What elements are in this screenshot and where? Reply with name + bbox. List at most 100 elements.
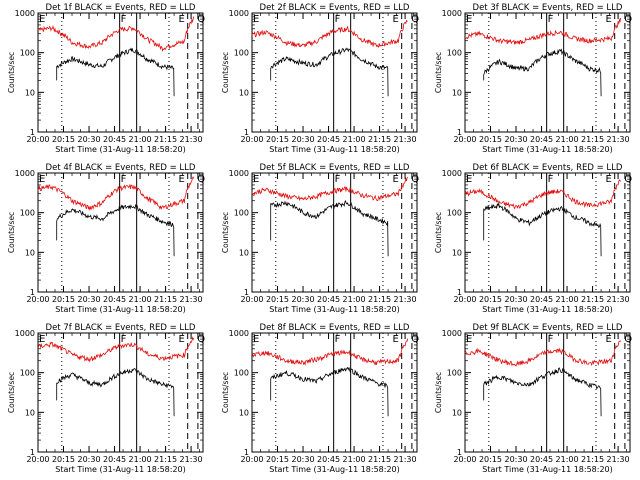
plot-frame [251,12,418,133]
y-axis-label: Counts/sec [7,212,16,253]
event-marker-label: Q [624,174,632,185]
y-tick-label: 1000 [442,9,462,18]
x-tick-label: 20:45 [530,455,553,464]
plot-frame [37,12,204,133]
y-tick-label: 1 [457,448,462,457]
y-tick-label: 1000 [15,329,35,338]
panel-title: Det 3f BLACK = Events, RED = LLD [473,3,623,13]
plot-frame [37,332,204,453]
series-line-events [270,47,389,97]
y-tick-label: 10 [25,408,35,417]
x-tick-label: 21:00 [556,295,579,304]
x-tick-label: 20:30 [291,295,314,304]
y-tick-label: 100 [20,209,35,218]
x-tick-label: 20:45 [530,295,553,304]
x-tick-label: 20:15 [479,295,502,304]
y-axis-label: Counts/sec [434,372,443,413]
x-tick-label: 20:15 [266,455,289,464]
detector-panel-5: Det 5f BLACK = Events, RED = LLD 1 10 100 10… [221,163,419,314]
event-marker-label: Q [197,174,205,185]
y-axis-label: Counts/sec [434,52,443,93]
event-marker-label: E [178,174,184,185]
detector-panel-8: Det 8f BLACK = Events, RED = LLD 1 10 100 10… [221,323,419,474]
detector-panel-3: Det 3f BLACK = Events, RED = LLD 1 10 100 10… [434,3,632,154]
x-tick-label: 20:45 [103,135,126,144]
x-tick-label: 20:15 [52,295,75,304]
y-tick-label: 1 [457,128,462,137]
detector-panel-2: Det 2f BLACK = Events, RED = LLD 1 10 100 10… [221,3,419,154]
event-marker-label: Q [411,14,419,25]
event-marker-label: F [548,334,554,345]
panel-title: Det 6f BLACK = Events, RED = LLD [473,163,623,173]
x-tick-label: 21:15 [368,135,391,144]
x-tick-label: 20:00 [240,455,263,464]
y-tick-label: 10 [452,88,462,97]
x-tick-label: 20:30 [504,135,527,144]
event-marker-label: F [121,174,127,185]
x-tick-label: 20:30 [77,295,100,304]
y-tick-label: 10 [452,408,462,417]
x-tick-label: 20:15 [266,135,289,144]
series-line-events [270,200,389,257]
y-axis-label: Counts/sec [7,52,16,93]
detector-panel-1: Det 1f BLACK = Events, RED = LLD 1 10 100 10… [7,3,205,154]
event-marker-label: F [335,14,341,25]
plot-frame [37,172,204,293]
x-tick-label: 21:00 [129,455,152,464]
y-tick-label: 1000 [229,169,249,178]
y-tick-label: 10 [239,88,249,97]
x-tick-label: 21:30 [180,455,203,464]
x-axis-label: Start Time (31-Aug-11 18:58:20) [269,145,400,154]
x-tick-label: 21:15 [368,295,391,304]
event-marker-label: F [335,334,341,345]
y-tick-label: 1 [30,288,35,297]
series-line-lld [464,340,622,367]
series-line-lld [37,16,195,52]
x-tick-label: 20:15 [266,295,289,304]
x-tick-label: 21:30 [180,295,203,304]
x-tick-label: 21:30 [394,295,417,304]
y-tick-label: 1000 [442,329,462,338]
event-marker-label: Q [411,334,419,345]
y-tick-label: 1 [457,288,462,297]
x-tick-label: 21:00 [343,295,366,304]
detector-panel-9: Det 9f BLACK = Events, RED = LLD 1 10 100 10… [434,323,632,474]
event-marker-label: E [39,14,45,25]
y-axis-label: Counts/sec [221,372,230,413]
event-marker-label: E [178,14,184,25]
x-axis-label: Start Time (31-Aug-11 18:58:20) [55,145,186,154]
event-marker-label: E [605,14,611,25]
x-tick-label: 20:00 [26,135,49,144]
x-tick-label: 20:45 [530,135,553,144]
y-tick-label: 100 [447,369,462,378]
detector-panel-6: Det 6f BLACK = Events, RED = LLD 1 10 100 10… [434,163,632,314]
x-tick-label: 21:30 [607,455,630,464]
x-tick-label: 21:15 [154,135,177,144]
y-tick-label: 1 [30,128,35,137]
event-marker-label: E [39,334,45,345]
x-tick-label: 21:15 [581,455,604,464]
y-tick-label: 1000 [229,329,249,338]
event-marker-label: Q [197,14,205,25]
x-tick-label: 20:00 [240,135,263,144]
event-marker-label: Q [624,14,632,25]
series-line-lld [464,179,622,210]
y-tick-label: 10 [25,248,35,257]
y-tick-label: 1000 [442,169,462,178]
x-tick-label: 20:30 [291,455,314,464]
event-marker-label: E [392,174,398,185]
event-marker-label: E [466,174,472,185]
x-tick-label: 21:30 [180,135,203,144]
x-tick-label: 21:15 [581,135,604,144]
y-tick-label: 10 [239,248,249,257]
event-marker-label: E [253,14,259,25]
detector-panel-4: Det 4f BLACK = Events, RED = LLD 1 10 100 10… [7,163,205,314]
x-tick-label: 20:30 [504,455,527,464]
x-tick-label: 20:15 [479,455,502,464]
y-tick-label: 100 [20,49,35,58]
series-line-events [56,368,175,417]
series-line-events [56,47,175,97]
x-axis-label: Start Time (31-Aug-11 18:58:20) [55,305,186,314]
series-line-events [56,203,175,257]
